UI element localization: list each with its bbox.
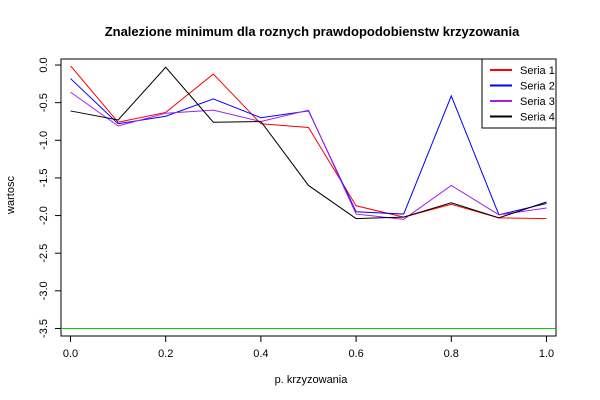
series-line-1: [70, 65, 547, 220]
chart-title: Znalezione minimum dla roznych prawdopod…: [105, 24, 520, 39]
y-tick-label: -3.5: [38, 319, 50, 338]
x-tick-label: 0.0: [63, 348, 78, 360]
y-tick-label: -2.0: [38, 206, 50, 225]
x-tick-label: 0.2: [158, 348, 173, 360]
x-axis: 0.0 0.2 0.4 0.6 0.8 1.0: [63, 335, 554, 360]
y-tick-label: -1.0: [38, 131, 50, 150]
series-line-3: [70, 91, 547, 220]
series-line-2: [70, 78, 547, 216]
legend-label-2: Seria 2: [520, 81, 555, 93]
y-axis-label: wartosc: [5, 176, 17, 215]
x-tick-label: 0.4: [253, 348, 268, 360]
x-tick-label: 0.8: [444, 348, 459, 360]
x-axis-label: p. krzyzowania: [275, 374, 349, 386]
y-tick-label: -2.5: [38, 244, 50, 263]
legend: Seria 1 Seria 2 Seria 3 Seria 4: [481, 58, 557, 129]
legend-label-3: Seria 3: [520, 96, 555, 108]
y-axis: 0.0 -0.5 -1.0 -1.5 -2.0 -2.5 -3.0 -3.5: [38, 57, 62, 338]
series-line-4: [70, 66, 547, 220]
y-tick-label: 0.0: [38, 57, 50, 72]
y-tick-label: -0.5: [38, 93, 50, 112]
x-tick-label: 1.0: [539, 348, 554, 360]
y-tick-label: -1.5: [38, 168, 50, 187]
legend-label-4: Seria 4: [520, 112, 555, 124]
x-tick-label: 0.6: [348, 348, 363, 360]
series-lines: [70, 65, 547, 220]
legend-label-1: Seria 1: [520, 65, 555, 77]
y-tick-label: -3.0: [38, 281, 50, 300]
